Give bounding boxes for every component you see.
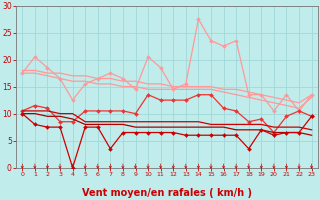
X-axis label: Vent moyen/en rafales ( km/h ): Vent moyen/en rafales ( km/h ): [82, 188, 252, 198]
